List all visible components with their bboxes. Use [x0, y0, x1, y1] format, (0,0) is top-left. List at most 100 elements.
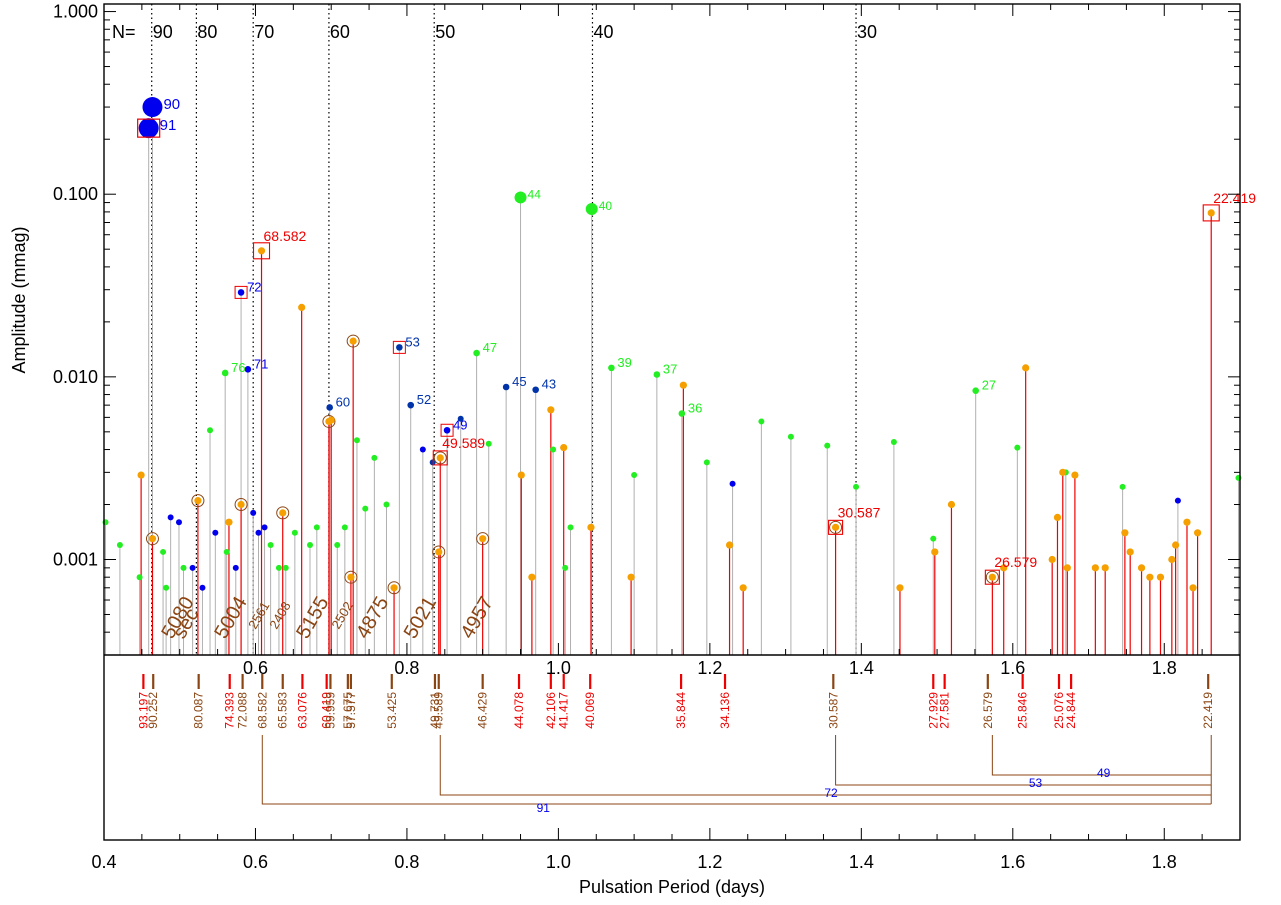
point-1 — [116, 542, 123, 549]
x-tick-label: 1.2 — [697, 852, 722, 872]
point-label-37: 37 — [663, 362, 677, 377]
period-callout-30.587: 30.587 — [838, 504, 881, 520]
x-tick-label: 0.6 — [243, 852, 268, 872]
x-tick-label: 0.4 — [91, 852, 116, 872]
point-18 — [275, 564, 282, 571]
period-label-15: 46.429 — [476, 692, 490, 729]
point-12 — [223, 548, 230, 555]
point-34 — [562, 564, 569, 571]
period-label-26: 25.846 — [1016, 692, 1030, 729]
orange-point-47 — [1189, 584, 1197, 592]
labeled-point-37 — [653, 371, 661, 378]
orange-point-48 — [1193, 529, 1202, 537]
point-42 — [853, 483, 860, 490]
x-tick-label-inner: 0.8 — [394, 658, 419, 678]
period-label-12: 53.425 — [385, 692, 399, 729]
labeled-point-36 — [678, 410, 686, 417]
period-label-10: 57.675 — [341, 692, 355, 729]
n-label-50: 50 — [435, 22, 455, 42]
period-label-18: 41.417 — [557, 692, 571, 729]
period-callout-68.582: 68.582 — [264, 228, 307, 244]
orange-point-19 — [560, 443, 568, 452]
orange-point-16 — [517, 471, 525, 479]
x-tick-label-inner: 1.4 — [849, 658, 874, 678]
point-41 — [824, 442, 831, 449]
orange-point-32 — [1048, 555, 1056, 564]
point-label-49: 49 — [453, 417, 467, 432]
connector-49 — [991, 735, 1212, 776]
n-label-60: 60 — [330, 22, 350, 42]
orange-point-30 — [1000, 564, 1008, 572]
point-10 — [207, 427, 214, 434]
circle-marker-29 — [985, 570, 999, 584]
orange-point-28 — [947, 500, 956, 509]
point-17 — [267, 542, 274, 549]
period-label-8: 60.419 — [320, 692, 334, 729]
orange-point-22 — [679, 381, 687, 389]
connector-label-72: 72 — [824, 786, 838, 800]
period-label-13: 49.731 — [428, 692, 442, 729]
point-14 — [250, 509, 257, 516]
orange-point-29 — [988, 573, 996, 581]
period-label-28: 24.844 — [1064, 692, 1078, 729]
circle-marker-4 — [234, 498, 248, 512]
point-47 — [1119, 483, 1126, 490]
period-callout-22.419: 22.419 — [1213, 190, 1256, 206]
orange-point-26 — [896, 584, 904, 592]
box-marker-29 — [984, 569, 1000, 585]
big-label-44: 44 — [528, 187, 542, 201]
n-label-90: 90 — [153, 22, 173, 42]
point-27 — [371, 454, 378, 461]
period-label-14: 49.589 — [432, 692, 446, 729]
x-tick-label-inner: 1.0 — [546, 658, 571, 678]
point-48 — [1174, 497, 1181, 504]
circle-marker-8 — [322, 414, 336, 428]
point-44 — [930, 535, 937, 542]
box-marker-5 — [252, 242, 271, 260]
point-label-45: 45 — [512, 374, 526, 389]
y-tick-label: 0.001 — [53, 549, 98, 569]
box-marker-53 — [392, 340, 406, 354]
n-label-30: 30 — [857, 22, 877, 42]
point-15 — [255, 529, 262, 536]
connector-label-91: 91 — [537, 801, 551, 815]
point-label-72: 72 — [247, 279, 261, 294]
point-24 — [341, 524, 348, 531]
orange-point-13 — [435, 548, 443, 556]
labeled-point-53 — [396, 344, 403, 351]
point-26 — [362, 505, 369, 512]
point-label-71: 71 — [254, 356, 268, 371]
circle-marker-14 — [433, 451, 447, 465]
point-6 — [175, 519, 182, 526]
point-4 — [163, 584, 170, 591]
period-label-11: 57.577 — [344, 692, 358, 729]
period-label-20: 35.844 — [674, 692, 688, 729]
orange-point-17 — [528, 573, 536, 581]
rotated-label-2: 5004 — [210, 593, 251, 643]
point-39 — [758, 418, 765, 425]
n-label-80: 80 — [197, 22, 217, 42]
rotated-label-9: 4957 — [457, 593, 498, 643]
point-label-52: 52 — [417, 392, 431, 407]
orange-point-27 — [931, 548, 939, 556]
orange-point-3 — [225, 518, 233, 526]
point-label-60: 60 — [336, 394, 350, 409]
circle-marker-2 — [191, 494, 205, 508]
connector-label-53: 53 — [1029, 776, 1043, 790]
x-tick-label: 1.6 — [1000, 852, 1025, 872]
big-label-91: 91 — [160, 117, 177, 134]
big-point-91 — [138, 118, 159, 139]
point-16 — [261, 524, 268, 531]
orange-point-9 — [327, 416, 335, 424]
period-label-2: 80.087 — [192, 692, 206, 729]
y-tick-label: 1.000 — [53, 2, 98, 22]
orange-point-5 — [257, 247, 266, 255]
point-40 — [787, 433, 794, 440]
orange-point-36 — [1071, 471, 1079, 479]
point-5 — [167, 514, 174, 521]
labeled-point-71 — [244, 365, 252, 373]
point-label-43: 43 — [542, 377, 556, 392]
point-label-36: 36 — [688, 401, 702, 416]
point-38 — [729, 480, 736, 487]
